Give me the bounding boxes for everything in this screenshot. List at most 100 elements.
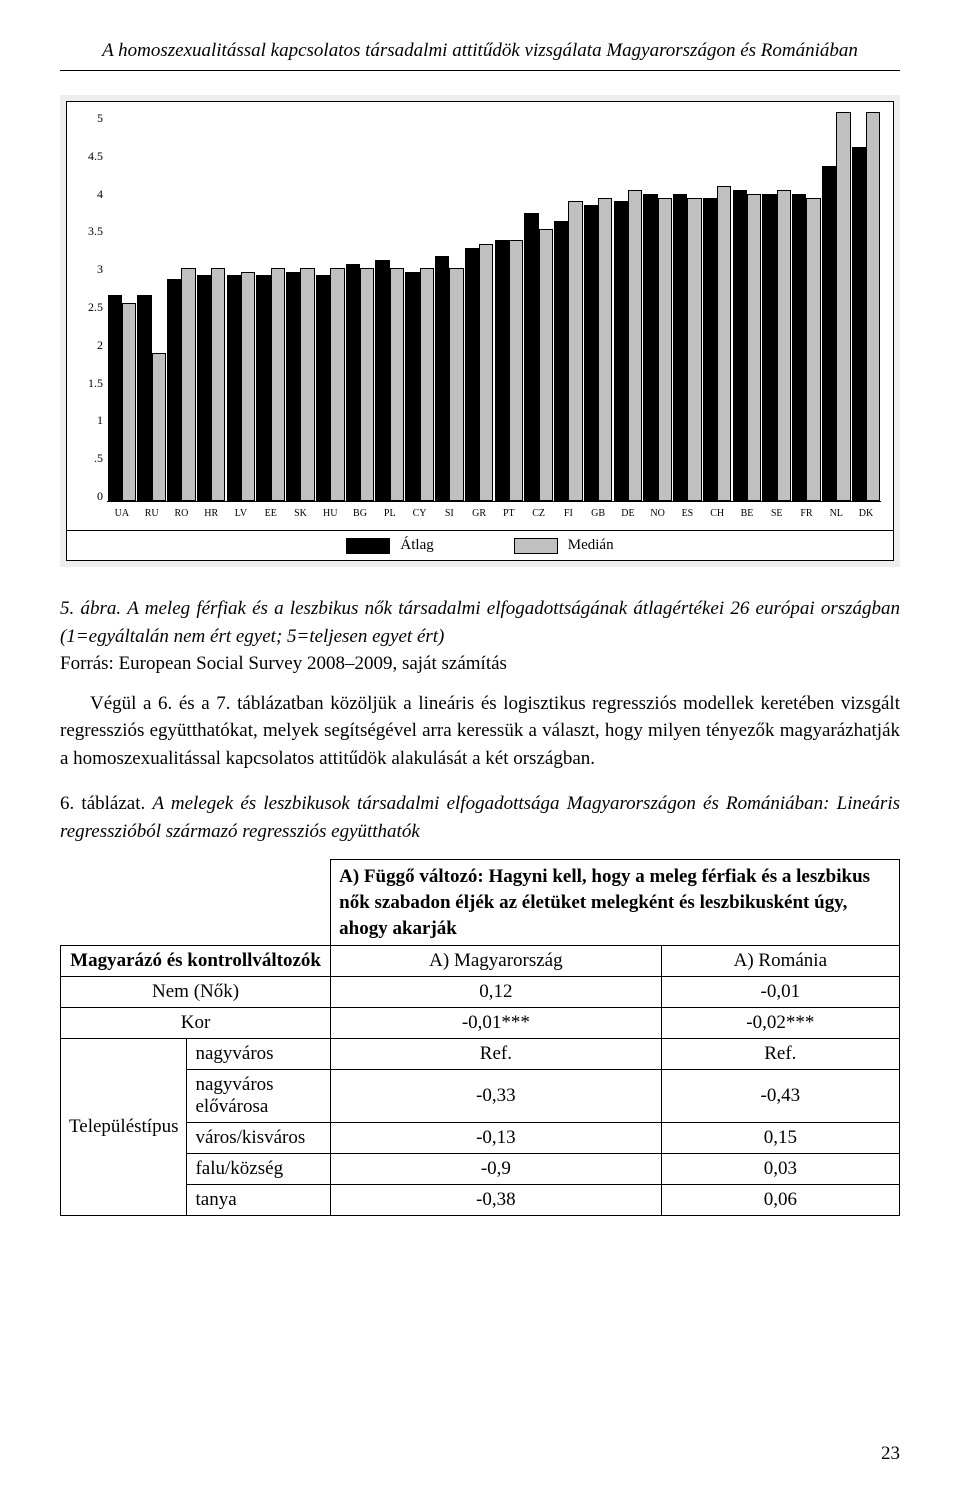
y-tick: 2 [71,339,103,351]
country-group: GR [464,112,494,501]
country-group: GB [583,112,613,501]
bar-atlag [495,240,509,501]
x-tick-label: SI [445,508,454,519]
bar-atlag [673,194,687,501]
country-group: BG [345,112,375,501]
swatch-black [346,538,390,554]
y-tick: 4.5 [71,150,103,162]
country-group: FR [792,112,822,501]
x-tick-label: RO [174,508,188,519]
bar-atlag [852,147,866,501]
bar-median [122,303,136,501]
cell-ro: -0,43 [661,1070,899,1123]
cell-hu: Ref. [331,1039,662,1070]
bar-median [271,268,285,501]
country-group: NO [643,112,673,501]
bar-atlag [643,194,657,501]
country-group: ES [673,112,703,501]
cell-hu: -0,33 [331,1070,662,1123]
bar-median [449,268,463,501]
y-tick: 2.5 [71,301,103,313]
x-tick-label: ES [682,508,694,519]
bar-atlag [584,205,598,501]
country-group: HR [196,112,226,501]
bar-median [717,186,731,501]
cell-ro: 0,03 [661,1154,899,1185]
figure-5-title: A meleg férfiak és a leszbikus nők társa… [60,598,900,647]
col-header-hu: A) Magyarország [331,946,662,977]
bar-atlag [554,221,568,501]
legend-item-atlag: Átlag [346,537,433,554]
bar-median [628,190,642,501]
country-group: DK [851,112,881,501]
legend-label-median: Medián [568,537,614,554]
country-group: EE [256,112,286,501]
country-group: NL [821,112,851,501]
row-label: nagyváros [187,1039,331,1070]
x-tick-label: FI [564,508,573,519]
x-tick-label: GB [591,508,605,519]
x-tick-label: RU [145,508,159,519]
bar-median [806,198,820,501]
country-group: DE [613,112,643,501]
y-tick: 3 [71,263,103,275]
table-row: Kor-0,01***-0,02*** [61,1008,900,1039]
cell-hu: 0,12 [331,977,662,1008]
bar-median [420,268,434,501]
country-group: PL [375,112,405,501]
explan-head: Magyarázó és kontrollváltozók [61,946,331,977]
table-row: tanya-0,380,06 [61,1185,900,1216]
bar-median [687,198,701,501]
x-tick-label: DK [859,508,873,519]
x-tick-label: EE [265,508,277,519]
y-tick: 1.5 [71,377,103,389]
x-tick-label: PL [384,508,396,519]
figure-5-source: Forrás: European Social Survey 2008–2009… [60,653,507,674]
y-tick: .5 [71,452,103,464]
bar-atlag [167,279,181,501]
bar-median [777,190,791,501]
bar-median [241,272,255,502]
figure-5-chart: 0.511.522.533.544.55 UARUROHRLVEESKHUBGP… [60,95,900,567]
bar-atlag [227,275,241,501]
table-row: város/kisváros-0,130,15 [61,1123,900,1154]
bar-atlag [256,275,270,501]
bar-atlag [197,275,211,501]
bar-atlag [733,190,747,501]
col-header-ro: A) Románia [661,946,899,977]
bar-median [509,240,523,501]
x-tick-label: HR [204,508,218,519]
bar-median [360,268,374,501]
x-tick-label: NO [650,508,664,519]
cell-ro: Ref. [661,1039,899,1070]
country-group: CH [702,112,732,501]
figure-5-caption: 5. ábra. A meleg férfiak és a leszbikus … [60,595,900,678]
x-tick-label: LV [235,508,247,519]
y-tick: 3.5 [71,225,103,237]
chart-legend: Átlag Medián [66,531,894,561]
bar-atlag [822,166,836,501]
country-group: SK [286,112,316,501]
legend-item-median: Medián [514,537,614,554]
cell-hu: -0,13 [331,1123,662,1154]
bar-atlag [346,264,360,501]
table-row: TelepüléstípusnagyvárosRef.Ref. [61,1039,900,1070]
x-tick-label: PT [503,508,515,519]
y-tick: 1 [71,414,103,426]
running-head: A homoszexualitással kapcsolatos társada… [60,40,900,71]
y-tick: 5 [71,112,103,124]
y-axis-ticks: 0.511.522.533.544.55 [71,112,103,502]
country-group: CZ [524,112,554,501]
bar-atlag [286,272,300,502]
bar-atlag [762,194,776,501]
bar-median [836,112,850,501]
country-group: FI [553,112,583,501]
cell-ro: 0,15 [661,1123,899,1154]
row-label: falu/község [187,1154,331,1185]
bar-atlag [316,275,330,501]
bar-median [181,268,195,501]
bar-atlag [792,194,806,501]
y-tick: 4 [71,188,103,200]
figure-5-lead: 5. ábra. [60,598,121,619]
dep-var-cell: A) Függő változó: Hagyni kell, hogy a me… [331,860,900,946]
